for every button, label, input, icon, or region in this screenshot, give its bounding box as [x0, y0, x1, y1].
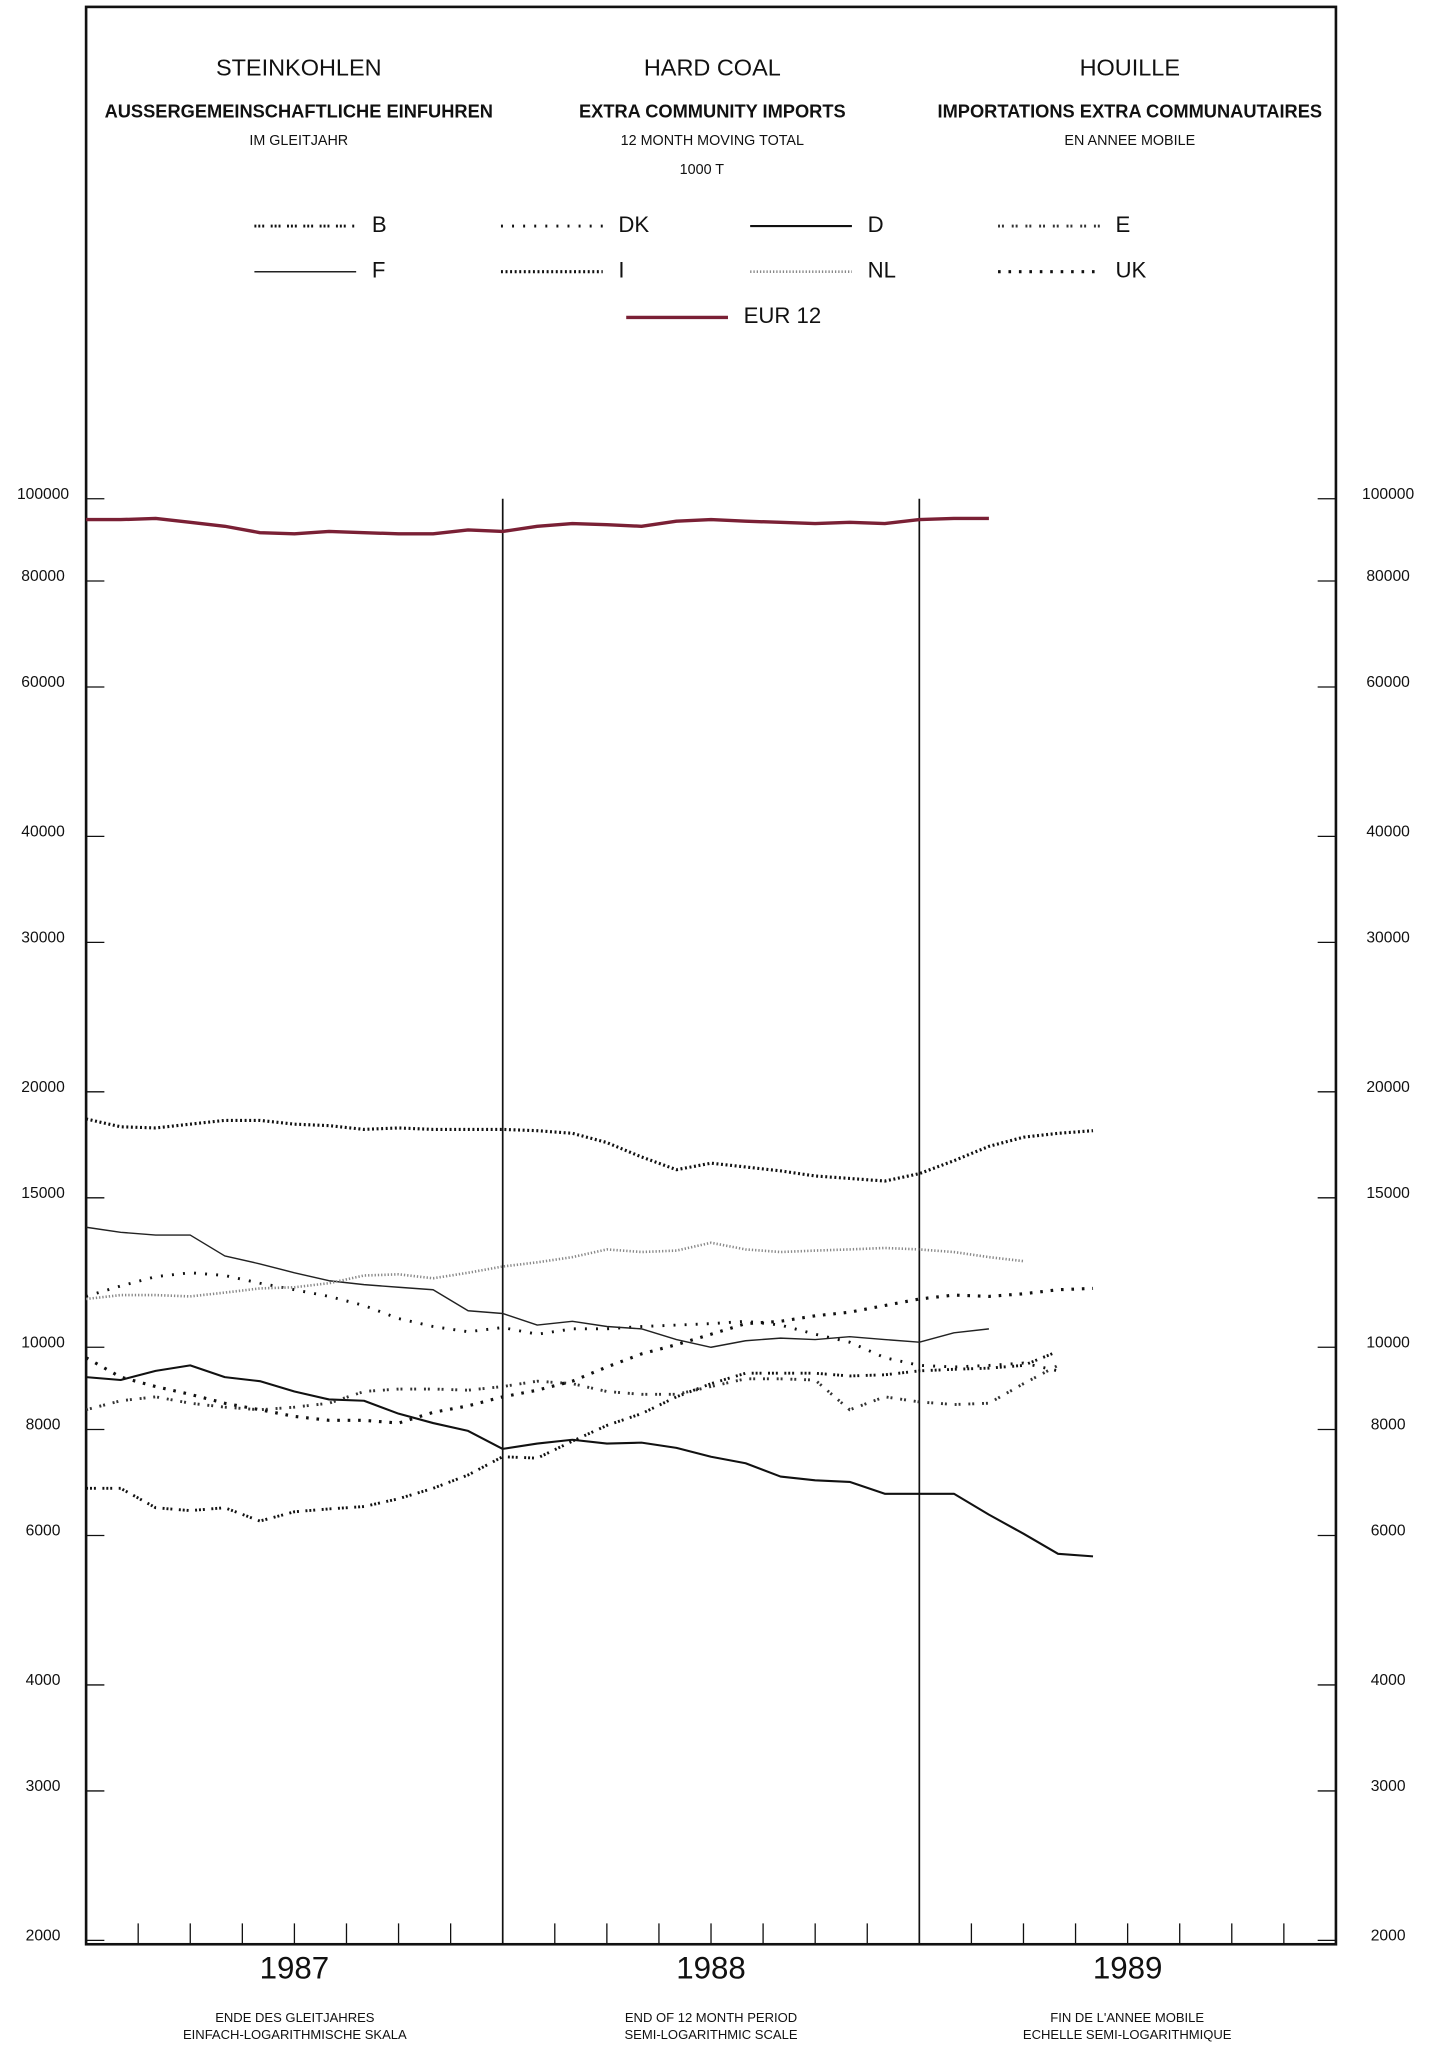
note: END OF 12 MONTH PERIOD: [625, 2010, 797, 2025]
title-de: STEINKOHLEN: [216, 55, 382, 81]
period-fr: EN ANNEE MOBILE: [1064, 133, 1195, 149]
legend-label: NL: [868, 258, 896, 283]
series-line: [85, 1241, 1024, 1301]
series-line: [86, 516, 989, 536]
series-line: [85, 1117, 1094, 1183]
y-tick-label: 10000: [1366, 1334, 1410, 1351]
x-tick-label: 1987: [260, 1951, 330, 1986]
y-tick-label: 20000: [21, 1079, 65, 1096]
legend-label: B: [372, 212, 387, 237]
y-tick-label: 6000: [26, 1523, 61, 1540]
note: SEMI-LOGARITHMIC SCALE: [624, 2027, 797, 2042]
y-tick-label: 4000: [1371, 1672, 1406, 1689]
title-fr: HOUILLE: [1080, 55, 1180, 81]
y-tick-label: 80000: [1366, 568, 1410, 585]
y-tick-label: 3000: [26, 1778, 61, 1795]
x-tick-label: 1988: [676, 1951, 746, 1986]
legend-label: DK: [618, 212, 649, 237]
y-tick-label: 4000: [26, 1672, 61, 1689]
series-line: [86, 1364, 1094, 1558]
subtitle-fr: IMPORTATIONS EXTRA COMMUNAUTAIRES: [938, 100, 1323, 121]
y-tick-label: 8000: [1371, 1417, 1406, 1434]
note: ENDE DES GLEITJAHRES: [215, 2010, 375, 2025]
y-tick-label: 15000: [21, 1185, 65, 1202]
legend-label: UK: [1115, 258, 1146, 283]
subtitle-en: EXTRA COMMUNITY IMPORTS: [579, 100, 846, 121]
x-tick-label: 1989: [1093, 1951, 1163, 1986]
y-tick-label: 80000: [21, 568, 65, 585]
y-tick-label: 30000: [1366, 930, 1410, 947]
y-tick-label: 40000: [21, 824, 65, 841]
y-tick-label: 100000: [17, 486, 69, 503]
note: ECHELLE SEMI-LOGARITHMIQUE: [1023, 2027, 1232, 2042]
legend-label: E: [1115, 212, 1130, 237]
legend-label: D: [868, 212, 884, 237]
unit: 1000 T: [680, 162, 725, 178]
y-tick-label: 30000: [21, 930, 65, 947]
period-en: 12 MONTH MOVING TOTAL: [621, 133, 804, 149]
legend-label: I: [618, 258, 624, 283]
y-tick-label: 6000: [1371, 1523, 1406, 1540]
note: FIN DE L'ANNEE MOBILE: [1050, 2010, 1204, 2025]
note: EINFACH-LOGARITHMISCHE SKALA: [183, 2027, 407, 2042]
subtitle-de: AUSSERGEMEINSCHAFTLICHE EINFUHREN: [105, 100, 493, 121]
y-tick-label: 2000: [26, 1928, 61, 1945]
y-tick-label: 40000: [1366, 824, 1410, 841]
y-tick-label: 2000: [1371, 1928, 1406, 1945]
legend-label: F: [372, 258, 386, 283]
y-tick-label: 100000: [1362, 486, 1414, 503]
y-tick-label: 10000: [21, 1334, 65, 1351]
title-en: HARD COAL: [644, 55, 781, 81]
y-tick-label: 3000: [1371, 1778, 1406, 1795]
y-tick-label: 20000: [1366, 1079, 1410, 1096]
y-tick-label: 60000: [1366, 674, 1410, 691]
legend-label: EUR 12: [744, 303, 822, 328]
period-de: IM GLEITJAHR: [249, 133, 348, 149]
y-tick-label: 60000: [21, 674, 65, 691]
series-line: [86, 1226, 989, 1348]
y-tick-label: 8000: [26, 1417, 61, 1434]
y-tick-label: 15000: [1366, 1185, 1410, 1202]
